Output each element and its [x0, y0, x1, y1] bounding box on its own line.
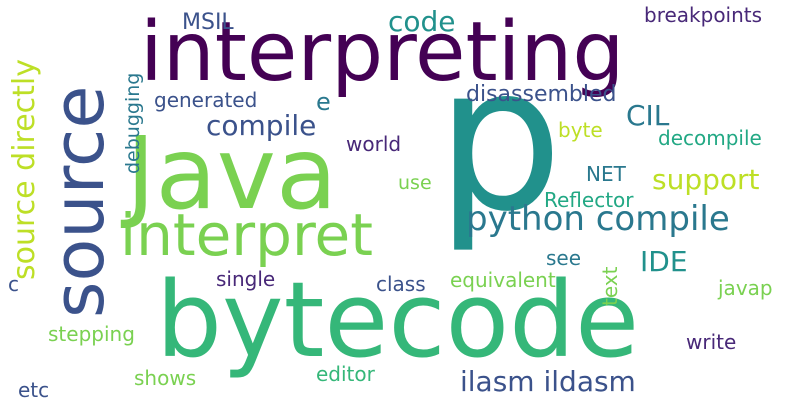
word-write: write	[686, 330, 737, 354]
word-bytecode: bytecode	[156, 259, 640, 381]
word-java: Java	[126, 115, 338, 232]
word-equivalent: equivalent	[450, 268, 556, 292]
word-stepping: stepping	[48, 322, 135, 346]
word-byte: byte	[558, 118, 603, 142]
word-e: e	[316, 88, 331, 116]
word-code: code	[388, 5, 456, 38]
word-class: class	[376, 272, 426, 296]
word-source-directly: source directly	[7, 58, 42, 280]
word-support: support	[652, 163, 760, 196]
word-msil: MSIL	[182, 10, 234, 35]
word-editor: editor	[316, 362, 375, 386]
word-disassembled: disassembled	[466, 82, 617, 107]
word-compile: compile	[206, 109, 317, 142]
word-net: NET	[586, 162, 626, 186]
word-c: c	[8, 272, 19, 296]
word-see: see	[546, 246, 582, 270]
word-world: world	[346, 132, 402, 156]
word-interpreting: interpreting	[140, 5, 625, 100]
word-decompile: decompile	[658, 126, 762, 150]
word-debugging: debugging	[122, 72, 144, 174]
word-ilasm-ildasm: ilasm ildasm	[460, 365, 636, 398]
word-reflector: Reflector	[544, 188, 634, 212]
word-use: use	[398, 172, 432, 194]
word-cil: CIL	[626, 99, 670, 132]
word-ide: IDE	[640, 245, 688, 278]
word-p: p	[436, 23, 563, 256]
word-python-compile: python compile	[466, 199, 730, 239]
word-breakpoints: breakpoints	[644, 3, 763, 27]
word-interpret: interpret	[120, 201, 373, 269]
word-javap: javap	[718, 276, 773, 300]
word-text: text	[598, 266, 622, 306]
word-generated: generated	[154, 88, 258, 112]
word-single: single	[216, 267, 276, 291]
word-etc: etc	[18, 378, 50, 400]
word-source: source	[38, 85, 120, 318]
word-shows: shows	[134, 366, 197, 390]
